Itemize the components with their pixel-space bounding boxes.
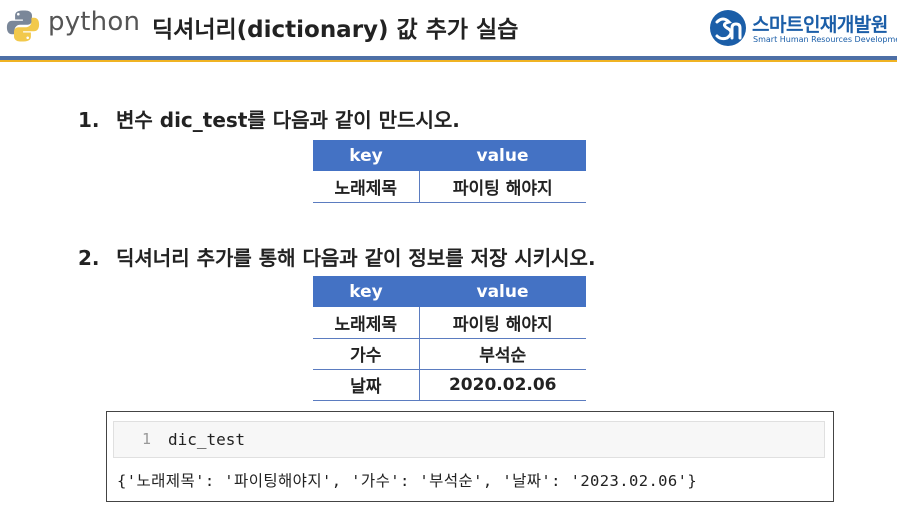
instruction-2: 2. 딕셔너리 추가를 통해 다음과 같이 정보를 저장 시키시오. bbox=[78, 242, 596, 271]
table-1: key value 노래제목 파이팅 해야지 bbox=[313, 140, 586, 203]
table-1-header-key: key bbox=[313, 140, 419, 171]
table-2: key value 노래제목 파이팅 해야지 가수 부석순 날짜 2020.02… bbox=[313, 276, 586, 401]
table-1-header-value: value bbox=[419, 140, 586, 171]
table-2-cell-value: 부석순 bbox=[419, 338, 586, 370]
instruction-2-number: 2. bbox=[78, 246, 100, 270]
table-1-cell-value: 파이팅 해야지 bbox=[419, 171, 586, 203]
slide-header: python 딕셔너리(dictionary) 값 추가 실습 스마트인재개발원… bbox=[0, 0, 897, 56]
header-rule-blue bbox=[0, 56, 897, 60]
code-output: {'노래제목': '파이팅해야지', '가수': '부석순', '날짜': '2… bbox=[117, 472, 698, 490]
brand-mark-icon bbox=[710, 10, 746, 46]
code-cell: 1 dic_test {'노래제목': '파이팅해야지', '가수': '부석순… bbox=[106, 411, 834, 502]
table-row: 가수 부석순 bbox=[313, 338, 586, 370]
brand-subtitle: Smart Human Resources Development bbox=[753, 35, 897, 44]
code-text[interactable]: dic_test bbox=[168, 430, 246, 449]
table-2-cell-value: 2020.02.06 bbox=[419, 369, 586, 401]
table-2-header-value: value bbox=[419, 276, 586, 307]
python-logo-icon bbox=[6, 10, 40, 42]
table-2-cell-value: 파이팅 해야지 bbox=[419, 307, 586, 339]
instruction-1: 1. 변수 dic_test를 다음과 같이 만드시오. bbox=[78, 104, 460, 133]
table-row: 노래제목 파이팅 해야지 bbox=[313, 307, 586, 339]
table-2-cell-key: 가수 bbox=[313, 338, 420, 370]
header-rule-yellow bbox=[0, 60, 897, 62]
instruction-1-text: 변수 dic_test를 다음과 같이 만드시오. bbox=[116, 108, 460, 132]
table-2-cell-key: 노래제목 bbox=[313, 307, 420, 339]
page-title: 딕셔너리(dictionary) 값 추가 실습 bbox=[152, 17, 519, 43]
instruction-1-number: 1. bbox=[78, 108, 100, 132]
instruction-2-text: 딕셔너리 추가를 통해 다음과 같이 정보를 저장 시키시오. bbox=[116, 246, 596, 270]
table-row: 노래제목 파이팅 해야지 bbox=[313, 171, 586, 203]
brand-name: 스마트인재개발원 bbox=[752, 14, 888, 36]
line-number: 1 bbox=[142, 430, 152, 448]
brand-logo: 스마트인재개발원 Smart Human Resources Developme… bbox=[708, 8, 897, 48]
table-2-cell-key: 날짜 bbox=[313, 369, 420, 401]
code-input-area[interactable]: 1 dic_test bbox=[113, 421, 825, 458]
table-row: 날짜 2020.02.06 bbox=[313, 369, 586, 401]
table-1-header-row: key value bbox=[313, 140, 586, 171]
python-wordmark: python bbox=[48, 7, 141, 37]
table-2-header-row: key value bbox=[313, 276, 586, 307]
table-1-cell-key: 노래제목 bbox=[313, 171, 420, 203]
table-2-header-key: key bbox=[313, 276, 419, 307]
